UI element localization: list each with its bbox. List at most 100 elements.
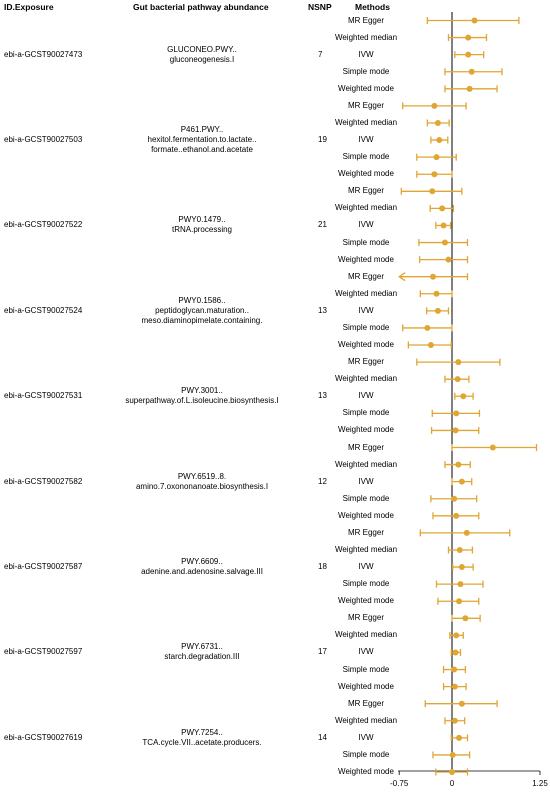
point-estimate (434, 307, 441, 314)
pathway-name-line: tRNA.processing (171, 225, 233, 235)
point-estimate (427, 342, 434, 349)
method-label: Weighted median (334, 459, 398, 469)
nsnp-value: 7 (318, 49, 323, 59)
method-label: MR Egger (347, 100, 384, 110)
point-estimate (456, 734, 463, 741)
point-estimate (465, 34, 472, 41)
point-estimate (431, 102, 438, 109)
header-nsnp: NSNP (308, 2, 332, 12)
method-label: Weighted median (334, 715, 398, 725)
point-estimate (456, 546, 463, 553)
header-pathway: Gut bacterial pathway abundance (133, 2, 269, 12)
method-label: Simple mode (342, 493, 390, 503)
exposure-id: ebi-a-GCST90027619 (4, 732, 83, 742)
pathway-name-line: hexitol.fermentation.to.lactate.. (147, 135, 257, 145)
method-label: MR Egger (347, 613, 384, 623)
nsnp-value: 13 (318, 391, 327, 401)
point-estimate (424, 324, 431, 331)
nsnp-value: 12 (318, 476, 327, 486)
point-estimate (462, 615, 469, 622)
pathway-name-line: PWY.7254.. (181, 727, 223, 737)
point-estimate (451, 495, 458, 502)
nsnp-value: 17 (318, 647, 327, 657)
method-label: IVW (358, 732, 374, 742)
point-estimate (429, 273, 436, 280)
point-estimate (449, 769, 455, 776)
method-label: Weighted mode (338, 596, 394, 606)
point-estimate (433, 154, 440, 161)
x-tick-label: 0 (450, 779, 455, 788)
header-exposure: ID.Exposure (4, 2, 54, 12)
point-estimate (453, 632, 460, 639)
method-label: IVW (358, 476, 374, 486)
point-estimate (431, 171, 438, 178)
method-label: MR Egger (347, 698, 384, 708)
pathway-name-line: PWY.3001.. (181, 386, 223, 396)
pathway-name-line: superpathway.of.L.isoleucine.biosynthesi… (125, 396, 279, 406)
point-estimate (458, 478, 465, 485)
method-label: Simple mode (342, 408, 390, 418)
point-estimate (429, 188, 436, 195)
pathway-name-line: meso.diaminopimelate.containing. (141, 315, 263, 325)
point-estimate (471, 17, 478, 24)
exposure-id: ebi-a-GCST90027473 (4, 49, 83, 59)
method-label: Weighted mode (338, 83, 394, 93)
method-label: Weighted mode (338, 767, 394, 777)
method-label: MR Egger (347, 15, 384, 25)
point-estimate (453, 410, 460, 417)
method-label: MR Egger (347, 357, 384, 367)
method-label: Simple mode (342, 66, 390, 76)
exposure-id: ebi-a-GCST90027503 (4, 135, 83, 145)
method-label: Weighted median (334, 630, 398, 640)
point-estimate (460, 393, 467, 400)
pathway-name-line: P461.PWY.. (180, 125, 224, 135)
exposure-id: ebi-a-GCST90027531 (4, 391, 83, 401)
point-estimate (465, 51, 472, 58)
point-estimate (433, 290, 440, 297)
pathway-name-line: amino.7.oxononanoate.biosynthesis.I (135, 481, 269, 491)
pathway-name-line: adenine.and.adenosine.salvage.III (141, 567, 263, 577)
method-label: IVW (358, 391, 374, 401)
nsnp-value: 21 (318, 220, 327, 230)
exposure-id: ebi-a-GCST90027522 (4, 220, 83, 230)
point-estimate (454, 376, 461, 383)
pathway-name-line: PWY0.1586.. (178, 295, 226, 305)
pathway-name-line: PWY.6731.. (181, 642, 223, 652)
point-estimate (449, 751, 456, 758)
method-label: Weighted median (334, 203, 398, 213)
nsnp-value: 13 (318, 305, 327, 315)
point-estimate (466, 85, 473, 92)
point-estimate (463, 529, 470, 536)
method-label: Simple mode (342, 579, 390, 589)
point-estimate (458, 700, 465, 707)
point-estimate (451, 666, 458, 673)
x-tick-label: -0.75 (390, 779, 409, 788)
nsnp-value: 14 (318, 732, 327, 742)
method-label: Simple mode (342, 322, 390, 332)
exposure-id: ebi-a-GCST90027582 (4, 476, 83, 486)
method-label: Weighted mode (338, 510, 394, 520)
method-label: Weighted mode (338, 340, 394, 350)
ci-arrow-left (398, 272, 406, 282)
point-estimate (453, 512, 460, 519)
method-label: Simple mode (342, 152, 390, 162)
pathway-name-line: gluconeogenesis.I (169, 54, 235, 64)
method-label: IVW (358, 220, 374, 230)
method-label: IVW (358, 647, 374, 657)
method-label: MR Egger (347, 186, 384, 196)
point-estimate (434, 119, 441, 126)
point-estimate (455, 461, 462, 468)
method-label: Simple mode (342, 664, 390, 674)
point-estimate (440, 222, 447, 229)
exposure-id: ebi-a-GCST90027597 (4, 647, 83, 657)
point-estimate (439, 205, 446, 212)
method-label: Simple mode (342, 749, 390, 759)
header-methods: Methods (355, 2, 390, 12)
method-label: IVW (358, 49, 374, 59)
point-estimate (489, 444, 496, 451)
nsnp-value: 19 (318, 135, 327, 145)
point-estimate (452, 427, 459, 434)
exposure-id: ebi-a-GCST90027587 (4, 562, 83, 572)
point-estimate (441, 239, 448, 246)
